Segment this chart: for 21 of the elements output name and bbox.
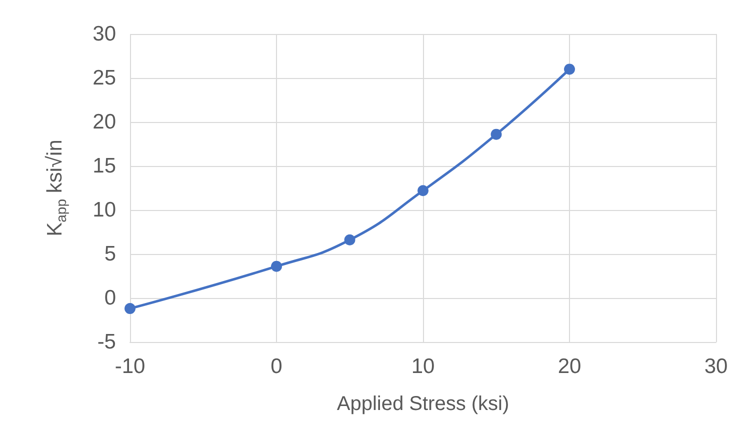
point — [344, 234, 356, 246]
y-tick-label: 0 — [104, 286, 116, 310]
y-tick-label: 15 — [92, 154, 116, 178]
x-tick-label: 0 — [270, 355, 282, 378]
y-tick-label: 25 — [92, 66, 116, 90]
point — [271, 260, 282, 272]
point — [124, 303, 136, 314]
x-tick-label: 10 — [411, 355, 435, 378]
y-tick-label: -5 — [97, 330, 116, 354]
point — [564, 64, 575, 75]
x-tick-label: 30 — [704, 355, 728, 378]
y-tick-label: 30 — [92, 22, 116, 46]
y-tick-label: 20 — [92, 110, 116, 134]
point — [418, 185, 428, 196]
y-tick-label: 10 — [92, 198, 116, 222]
x-tick-label: -10 — [114, 355, 146, 378]
y-axis-title: Kapp ksi√in — [44, 140, 69, 236]
point — [490, 128, 502, 140]
y-tick-label: 5 — [104, 242, 116, 266]
x-axis-title: Applied Stress (ksi) — [336, 393, 510, 415]
x-tick-label: 20 — [558, 355, 582, 378]
